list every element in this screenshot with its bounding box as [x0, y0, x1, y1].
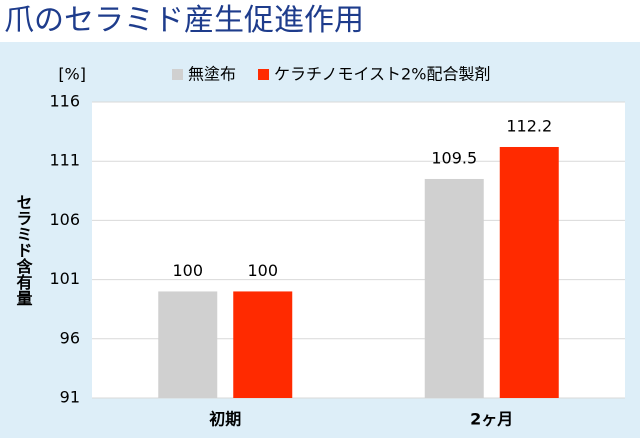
value-label: 100 — [172, 261, 203, 280]
bar — [233, 291, 293, 398]
y-tick-label: 106 — [49, 210, 80, 229]
bar — [499, 146, 559, 398]
y-tick-label: 111 — [49, 151, 80, 170]
x-tick-label: 2ヶ月 — [470, 410, 513, 429]
value-label: 109.5 — [431, 148, 477, 167]
legend-swatch — [172, 69, 183, 80]
bar — [424, 178, 484, 398]
value-label: 100 — [247, 261, 278, 280]
value-label: 112.2 — [506, 116, 552, 135]
legend-swatch — [258, 69, 270, 80]
legend-label: ケラチノモイスト2%配合製剤 — [274, 65, 490, 84]
y-tick-label: 91 — [60, 388, 80, 407]
legend-label: 無塗布 — [188, 65, 236, 84]
y-tick-label: 116 — [49, 92, 80, 111]
y-unit: [%] — [58, 65, 86, 84]
x-tick-label: 初期 — [209, 410, 241, 429]
y-axis-label: セラミド含有量 — [14, 194, 33, 306]
y-tick-label: 101 — [49, 269, 80, 288]
bar — [158, 291, 218, 398]
chart-title: 爪のセラミド産生促進作用 — [4, 3, 364, 38]
y-tick-label: 96 — [60, 328, 80, 347]
